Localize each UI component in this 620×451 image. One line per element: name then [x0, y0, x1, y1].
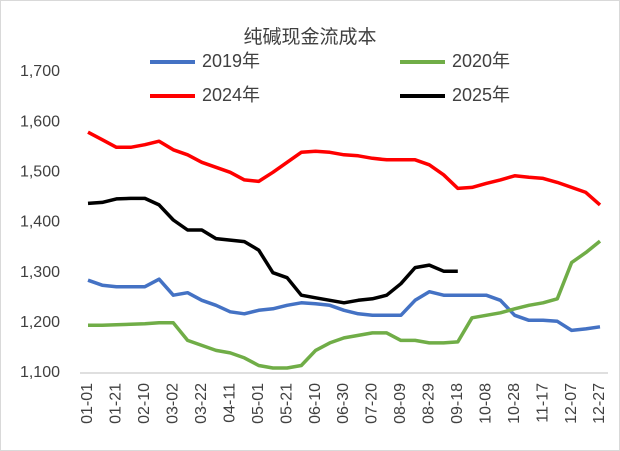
- series-line: [87, 277, 601, 333]
- x-tick-label: 01-21: [108, 383, 125, 424]
- x-tick-label: 12-07: [563, 383, 580, 424]
- legend-label: 2020年: [452, 51, 510, 71]
- y-tick-label: 1,700: [20, 63, 60, 80]
- series-line: [87, 130, 602, 207]
- x-tick-label: 11-17: [534, 383, 551, 423]
- x-tick-label: 04-11: [221, 383, 238, 423]
- legend-label: 2024年: [202, 85, 260, 105]
- y-tick-label: 1,600: [20, 113, 60, 130]
- x-tick-label: 07-20: [364, 383, 381, 424]
- y-tick-label: 1,300: [20, 264, 60, 281]
- y-tick-label: 1,400: [20, 214, 60, 231]
- y-tick-label: 1,500: [20, 164, 60, 181]
- y-tick-label: 1,100: [20, 364, 60, 381]
- x-tick-label: 06-10: [307, 383, 324, 424]
- series-line: [87, 196, 458, 305]
- x-tick-label: 08-09: [392, 383, 409, 424]
- x-tick-label: 01-01: [79, 383, 96, 424]
- x-tick-label: 05-21: [278, 383, 295, 424]
- x-tick-label: 03-22: [193, 383, 210, 424]
- x-tick-label: 12-27: [591, 383, 608, 424]
- x-tick-label: 10-08: [477, 383, 494, 424]
- x-tick-label: 03-02: [165, 383, 182, 424]
- x-tick-label: 02-10: [136, 383, 153, 424]
- series-line: [88, 239, 602, 370]
- x-tick-label: 10-28: [506, 383, 523, 424]
- x-tick-label: 05-01: [250, 383, 267, 424]
- legend-label: 2025年: [452, 85, 510, 105]
- legend-label: 2019年: [202, 51, 260, 71]
- x-tick-label: 09-18: [449, 383, 466, 424]
- y-tick-label: 1,200: [20, 314, 60, 331]
- x-tick-label: 08-29: [421, 383, 438, 424]
- chart-title: 纯碱现金流成本: [243, 26, 376, 48]
- x-tick-label: 06-30: [335, 383, 352, 424]
